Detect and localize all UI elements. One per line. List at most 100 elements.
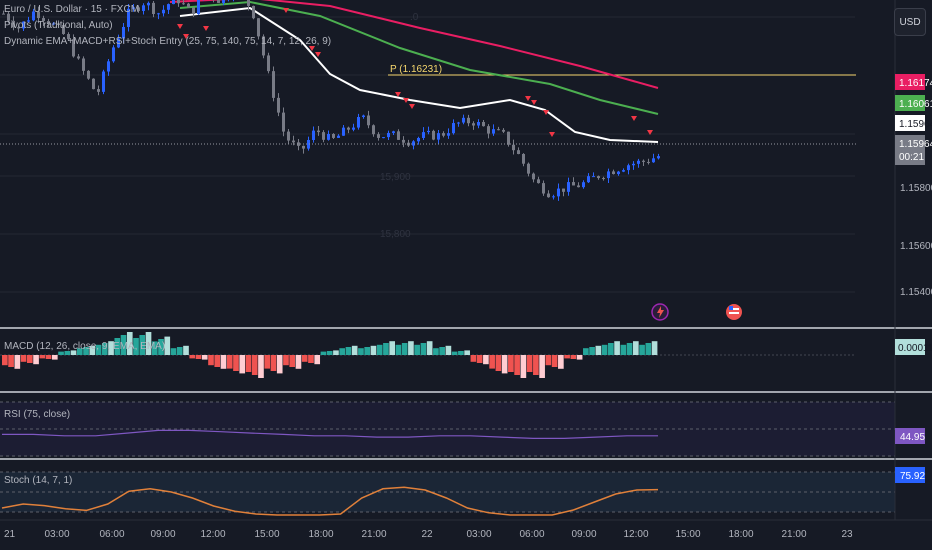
candle[interactable] bbox=[282, 112, 285, 132]
candle[interactable] bbox=[57, 23, 60, 25]
candle[interactable] bbox=[47, 21, 50, 25]
candle[interactable] bbox=[312, 130, 315, 141]
candle[interactable] bbox=[487, 126, 490, 134]
candle[interactable] bbox=[297, 142, 300, 146]
candle[interactable] bbox=[7, 13, 10, 21]
candle[interactable] bbox=[472, 123, 475, 126]
candle[interactable] bbox=[267, 55, 270, 72]
candle[interactable] bbox=[527, 163, 530, 174]
candle[interactable] bbox=[37, 11, 40, 19]
candles[interactable] bbox=[2, 0, 660, 201]
candle[interactable] bbox=[67, 34, 70, 40]
candle[interactable] bbox=[287, 131, 290, 141]
candle[interactable] bbox=[482, 122, 485, 127]
candle[interactable] bbox=[137, 7, 140, 11]
candle[interactable] bbox=[362, 115, 365, 118]
candle[interactable] bbox=[562, 188, 565, 192]
candle[interactable] bbox=[132, 7, 135, 9]
candle[interactable] bbox=[292, 140, 295, 143]
candle[interactable] bbox=[262, 36, 265, 56]
candle[interactable] bbox=[87, 70, 90, 79]
candle[interactable] bbox=[497, 129, 500, 131]
candle[interactable] bbox=[412, 141, 415, 146]
time-axis[interactable]: 21 03:00 06:00 09:00 12:00 15:00 18:00 21:00 22 0… bbox=[4, 529, 853, 540]
candle[interactable] bbox=[127, 8, 130, 27]
candle[interactable] bbox=[577, 185, 580, 188]
candle[interactable] bbox=[477, 122, 480, 126]
candle[interactable] bbox=[42, 18, 45, 22]
candle[interactable] bbox=[152, 2, 155, 15]
candle[interactable] bbox=[582, 182, 585, 188]
candle[interactable] bbox=[597, 176, 600, 179]
candle[interactable] bbox=[332, 133, 335, 138]
candle[interactable] bbox=[82, 58, 85, 71]
candle[interactable] bbox=[352, 127, 355, 130]
candle[interactable] bbox=[162, 9, 165, 14]
candle[interactable] bbox=[27, 20, 30, 22]
event-flash-icon[interactable] bbox=[651, 303, 669, 321]
candle[interactable] bbox=[72, 39, 75, 57]
candle[interactable] bbox=[217, 0, 220, 3]
strategy-indicator-label[interactable]: Dynamic EMA+MACD+RSI+Stoch Entry (25, 75… bbox=[4, 36, 332, 47]
candle[interactable] bbox=[467, 117, 470, 124]
candle[interactable] bbox=[367, 115, 370, 126]
candle[interactable] bbox=[392, 131, 395, 133]
candle[interactable] bbox=[17, 27, 20, 29]
candle[interactable] bbox=[417, 137, 420, 142]
rsi-legend[interactable]: RSI (75, close) bbox=[4, 409, 71, 420]
candle[interactable] bbox=[192, 7, 195, 15]
candle[interactable] bbox=[602, 178, 605, 180]
stoch-line[interactable] bbox=[1, 486, 659, 516]
candle[interactable] bbox=[437, 133, 440, 140]
candle[interactable] bbox=[532, 173, 535, 180]
candle[interactable] bbox=[442, 133, 445, 136]
candle[interactable] bbox=[247, 0, 250, 6]
candle[interactable] bbox=[182, 3, 185, 5]
candle[interactable] bbox=[347, 127, 350, 130]
instrument-title[interactable]: Euro / U.S. Dollar · 15 · FXCM bbox=[4, 4, 140, 15]
candle[interactable] bbox=[32, 11, 35, 21]
candle[interactable] bbox=[382, 137, 385, 139]
pivots-indicator-label[interactable]: Pivots (Traditional, Auto) bbox=[4, 20, 113, 31]
candle[interactable] bbox=[647, 161, 650, 163]
candle[interactable] bbox=[77, 56, 80, 59]
candle[interactable] bbox=[587, 176, 590, 183]
candle[interactable] bbox=[607, 171, 610, 179]
ema-white-line[interactable] bbox=[179, 6, 659, 143]
candle[interactable] bbox=[387, 132, 390, 138]
candle[interactable] bbox=[652, 158, 655, 163]
candle[interactable] bbox=[537, 179, 540, 184]
candle[interactable] bbox=[222, 0, 225, 3]
candle[interactable] bbox=[322, 132, 325, 140]
candle[interactable] bbox=[522, 153, 525, 164]
currency-button[interactable]: USD bbox=[894, 8, 926, 36]
candle[interactable] bbox=[507, 131, 510, 145]
candle[interactable] bbox=[627, 165, 630, 171]
candle[interactable] bbox=[432, 130, 435, 140]
candle[interactable] bbox=[62, 24, 65, 35]
candle[interactable] bbox=[342, 127, 345, 136]
candle[interactable] bbox=[257, 18, 260, 37]
candle[interactable] bbox=[97, 89, 100, 92]
candle[interactable] bbox=[657, 156, 660, 159]
candle[interactable] bbox=[547, 193, 550, 198]
candle[interactable] bbox=[102, 71, 105, 92]
candle[interactable] bbox=[517, 150, 520, 154]
candle[interactable] bbox=[197, 0, 200, 15]
candle[interactable] bbox=[307, 140, 310, 149]
candle[interactable] bbox=[572, 182, 575, 186]
candle[interactable] bbox=[167, 4, 170, 10]
ema-green-line[interactable] bbox=[179, 0, 659, 115]
candle[interactable] bbox=[642, 160, 645, 162]
candle[interactable] bbox=[377, 134, 380, 138]
candle[interactable] bbox=[557, 188, 560, 197]
candle[interactable] bbox=[117, 38, 120, 48]
candle[interactable] bbox=[567, 182, 570, 192]
candle[interactable] bbox=[277, 97, 280, 113]
candle[interactable] bbox=[452, 123, 455, 134]
candle[interactable] bbox=[122, 26, 125, 39]
candle[interactable] bbox=[397, 131, 400, 140]
candle[interactable] bbox=[422, 132, 425, 138]
candle[interactable] bbox=[157, 13, 160, 15]
